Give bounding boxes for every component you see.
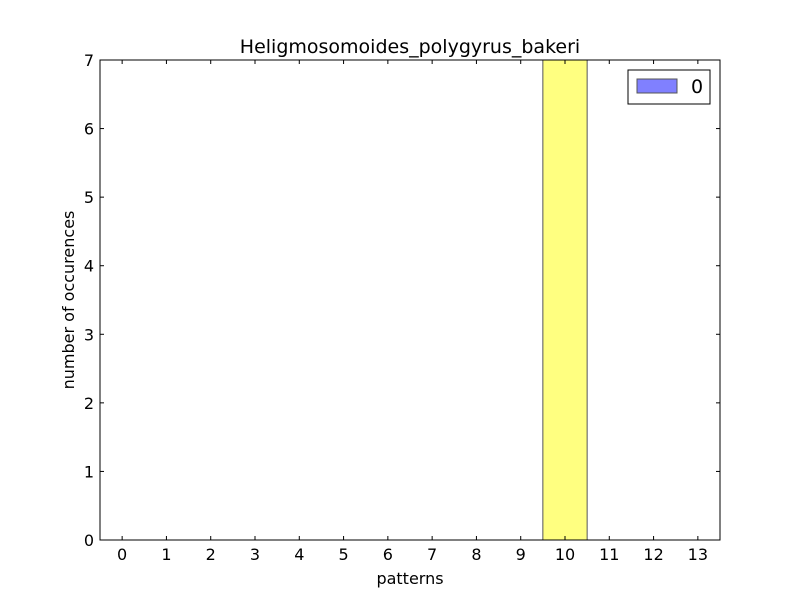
x-tick-label-5: 5: [338, 545, 348, 564]
x-tick-label-2: 2: [206, 545, 216, 564]
bars-layer: [542, 59, 588, 541]
plot-frame: [99, 59, 721, 541]
y-axis-label: number of occurences: [59, 211, 78, 390]
x-axis-label: patterns: [376, 569, 443, 588]
y-tick-label-0: 0: [84, 531, 94, 550]
x-tick-label-10: 10: [555, 545, 575, 564]
x-tick-label-0: 0: [117, 545, 127, 564]
x-tick-label-13: 13: [688, 545, 708, 564]
x-tick-label-1: 1: [161, 545, 171, 564]
x-tick-label-9: 9: [516, 545, 526, 564]
y-tick-label-6: 6: [84, 120, 94, 139]
chart-title: Heligmosomoides_polygyrus_bakeri: [240, 36, 580, 58]
x-tick-label-6: 6: [383, 545, 393, 564]
y-tick-label-1: 1: [84, 462, 94, 481]
y-tick-label-3: 3: [84, 325, 94, 344]
legend: 0: [627, 69, 711, 105]
y-tick-label-7: 7: [84, 51, 94, 70]
y-tick-label-4: 4: [84, 257, 94, 276]
x-tick-label-4: 4: [294, 545, 304, 564]
legend-swatch: [636, 78, 678, 94]
legend-label: 0: [691, 76, 703, 98]
x-tick-label-8: 8: [471, 545, 481, 564]
bar-10: [542, 59, 588, 541]
x-tick-label-3: 3: [250, 545, 260, 564]
x-tick-label-12: 12: [643, 545, 663, 564]
y-tick-label-5: 5: [84, 188, 94, 207]
y-tick-label-2: 2: [84, 394, 94, 413]
x-tick-label-11: 11: [599, 545, 619, 564]
x-tick-label-7: 7: [427, 545, 437, 564]
ticks-layer: [100, 59, 720, 541]
